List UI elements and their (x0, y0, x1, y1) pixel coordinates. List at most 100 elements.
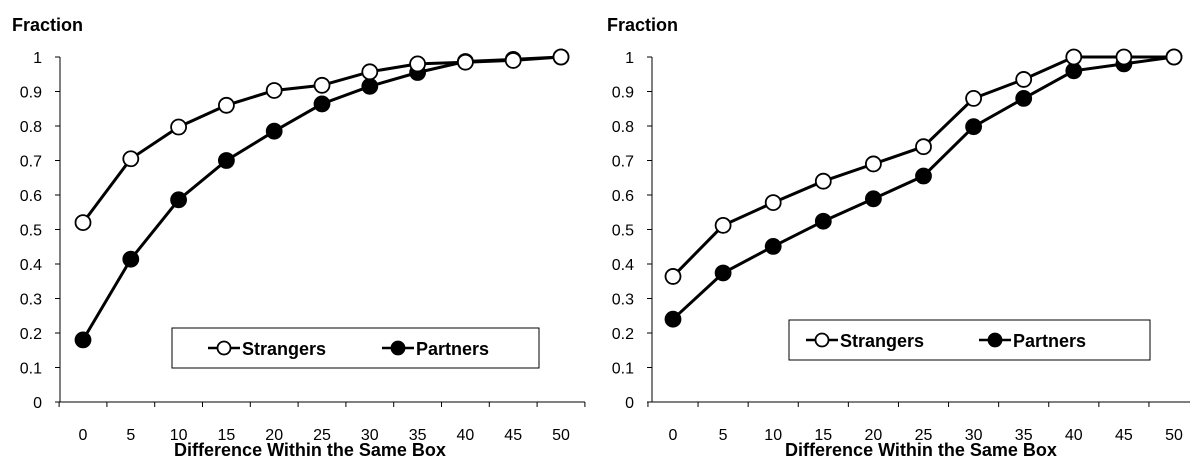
x-tick-label: 10 (170, 427, 188, 444)
data-point-strangers (552, 48, 570, 66)
series-group (664, 48, 1183, 328)
data-point-strangers (313, 76, 331, 94)
x-tick-label: 0 (79, 427, 88, 444)
data-point-partners (122, 250, 140, 268)
x-axis-title: Difference Within the Same Box (785, 440, 1057, 460)
data-point-partners (1015, 90, 1033, 107)
y-tick-label: 0.2 (20, 326, 42, 343)
data-point-strangers (409, 55, 427, 73)
y-tick-label: 0.7 (20, 154, 42, 171)
data-point-strangers (965, 90, 983, 107)
data-point-strangers (456, 53, 474, 71)
data-point-strangers (915, 138, 932, 156)
y-tick-label: 0.9 (20, 85, 42, 102)
legend: Strangers Partners (171, 327, 540, 369)
data-point-strangers (714, 216, 732, 234)
data-point-partners (814, 212, 832, 230)
x-tick-label: 5 (719, 427, 728, 444)
y-tick-label: 0.1 (612, 361, 634, 378)
legend-label-partners: Partners (416, 339, 489, 359)
legend-marker-partners (987, 332, 1003, 348)
chart-right: Fraction 0 0.1 0.2 0.3 0.4 0.5 0.6 0.7 0.8 0.9 1 0… (607, 15, 1190, 460)
y-tick-label: 0.5 (20, 223, 42, 240)
data-point-strangers (217, 96, 235, 114)
data-point-partners (74, 331, 92, 349)
data-point-partners (1065, 62, 1083, 80)
y-axis-title: Fraction (12, 15, 83, 35)
y-tick-label: 1 (33, 50, 42, 67)
data-point-partners (915, 167, 932, 185)
x-tick-label: 40 (1065, 427, 1083, 444)
y-tick-label: 0 (625, 395, 634, 412)
x-tick-label: 45 (1115, 427, 1133, 444)
data-point-strangers (814, 172, 832, 190)
data-point-strangers (764, 194, 782, 211)
data-point-strangers (1115, 48, 1133, 66)
x-tick-label: 40 (457, 427, 475, 444)
y-tick-label: 0 (33, 395, 42, 412)
data-point-strangers (170, 118, 188, 136)
series-line-strangers (671, 55, 1174, 278)
x-tick-label: 25 (313, 427, 331, 444)
y-tick-label: 0.2 (612, 326, 634, 343)
y-axis-title: Fraction (607, 15, 678, 35)
y-tick-label: 0.6 (20, 188, 42, 205)
y-tick-label: 0.6 (612, 188, 634, 205)
data-point-strangers (361, 63, 379, 81)
data-point-strangers (1165, 48, 1183, 66)
x-tick-label: 15 (218, 427, 236, 444)
x-tick-label: 10 (764, 427, 782, 444)
x-tick-label: 35 (1015, 427, 1033, 444)
y-tick-label: 0.4 (20, 257, 42, 274)
legend-box (788, 319, 1151, 361)
data-point-partners (714, 264, 732, 282)
data-point-partners (965, 118, 983, 136)
data-point-partners (265, 122, 283, 140)
x-tick-label: 50 (552, 427, 570, 444)
legend-marker-strangers (814, 332, 830, 348)
series-line-partners (671, 55, 1175, 321)
y-tick-label: 0.3 (612, 292, 634, 309)
data-point-strangers (664, 268, 682, 285)
x-tick-labels: 0 5 10 15 20 25 30 35 40 45 50 (79, 427, 570, 444)
y-tick-label: 0.7 (612, 154, 634, 171)
x-tick-labels: 0 5 10 15 20 25 30 35 40 45 50 (669, 427, 1183, 444)
y-tick-labels: 0 0.1 0.2 0.3 0.4 0.5 0.6 0.7 0.8 0.9 1 (612, 50, 634, 412)
x-axis-title: Difference Within the Same Box (174, 440, 446, 460)
x-tick-label: 30 (361, 427, 379, 444)
data-point-strangers (1065, 48, 1083, 66)
data-point-partners (764, 238, 782, 255)
x-tick-label: 35 (409, 427, 427, 444)
legend: Strangers Partners (788, 319, 1151, 361)
x-tick-label: 25 (915, 427, 933, 444)
y-tick-label: 0.1 (20, 361, 42, 378)
x-tick-label: 20 (265, 427, 283, 444)
x-tick-label: 15 (814, 427, 832, 444)
axes (55, 56, 586, 407)
x-tick-label: 50 (1165, 427, 1183, 444)
y-tick-label: 0.5 (612, 223, 634, 240)
data-point-strangers (122, 150, 140, 168)
data-point-partners (664, 310, 682, 328)
y-tick-label: 1 (625, 50, 634, 67)
data-point-partners (361, 77, 379, 95)
data-point-partners (217, 152, 235, 169)
chart-left: Fraction 0 0.1 0.2 0.3 0.4 0.5 0.6 0.7 0.8 0.9 1 0… (12, 15, 586, 460)
data-point-strangers (74, 214, 92, 232)
legend-label-strangers: Strangers (840, 331, 924, 351)
y-tick-label: 0.8 (20, 119, 42, 136)
y-tick-label: 0.9 (612, 85, 634, 102)
legend-label-strangers: Strangers (242, 339, 326, 359)
data-point-strangers (1015, 71, 1033, 88)
legend-marker-partners (390, 340, 406, 356)
y-tick-labels: 0 0.1 0.2 0.3 0.4 0.5 0.6 0.7 0.8 0.9 1 (20, 50, 42, 412)
data-point-strangers (265, 82, 283, 99)
data-point-strangers (504, 52, 522, 69)
x-tick-label: 20 (865, 427, 883, 444)
y-tick-label: 0.8 (612, 119, 634, 136)
data-point-strangers (864, 155, 882, 173)
x-tick-label: 0 (669, 427, 678, 444)
legend-label-partners: Partners (1013, 331, 1086, 351)
axes (647, 56, 1190, 407)
x-tick-label: 5 (126, 427, 135, 444)
